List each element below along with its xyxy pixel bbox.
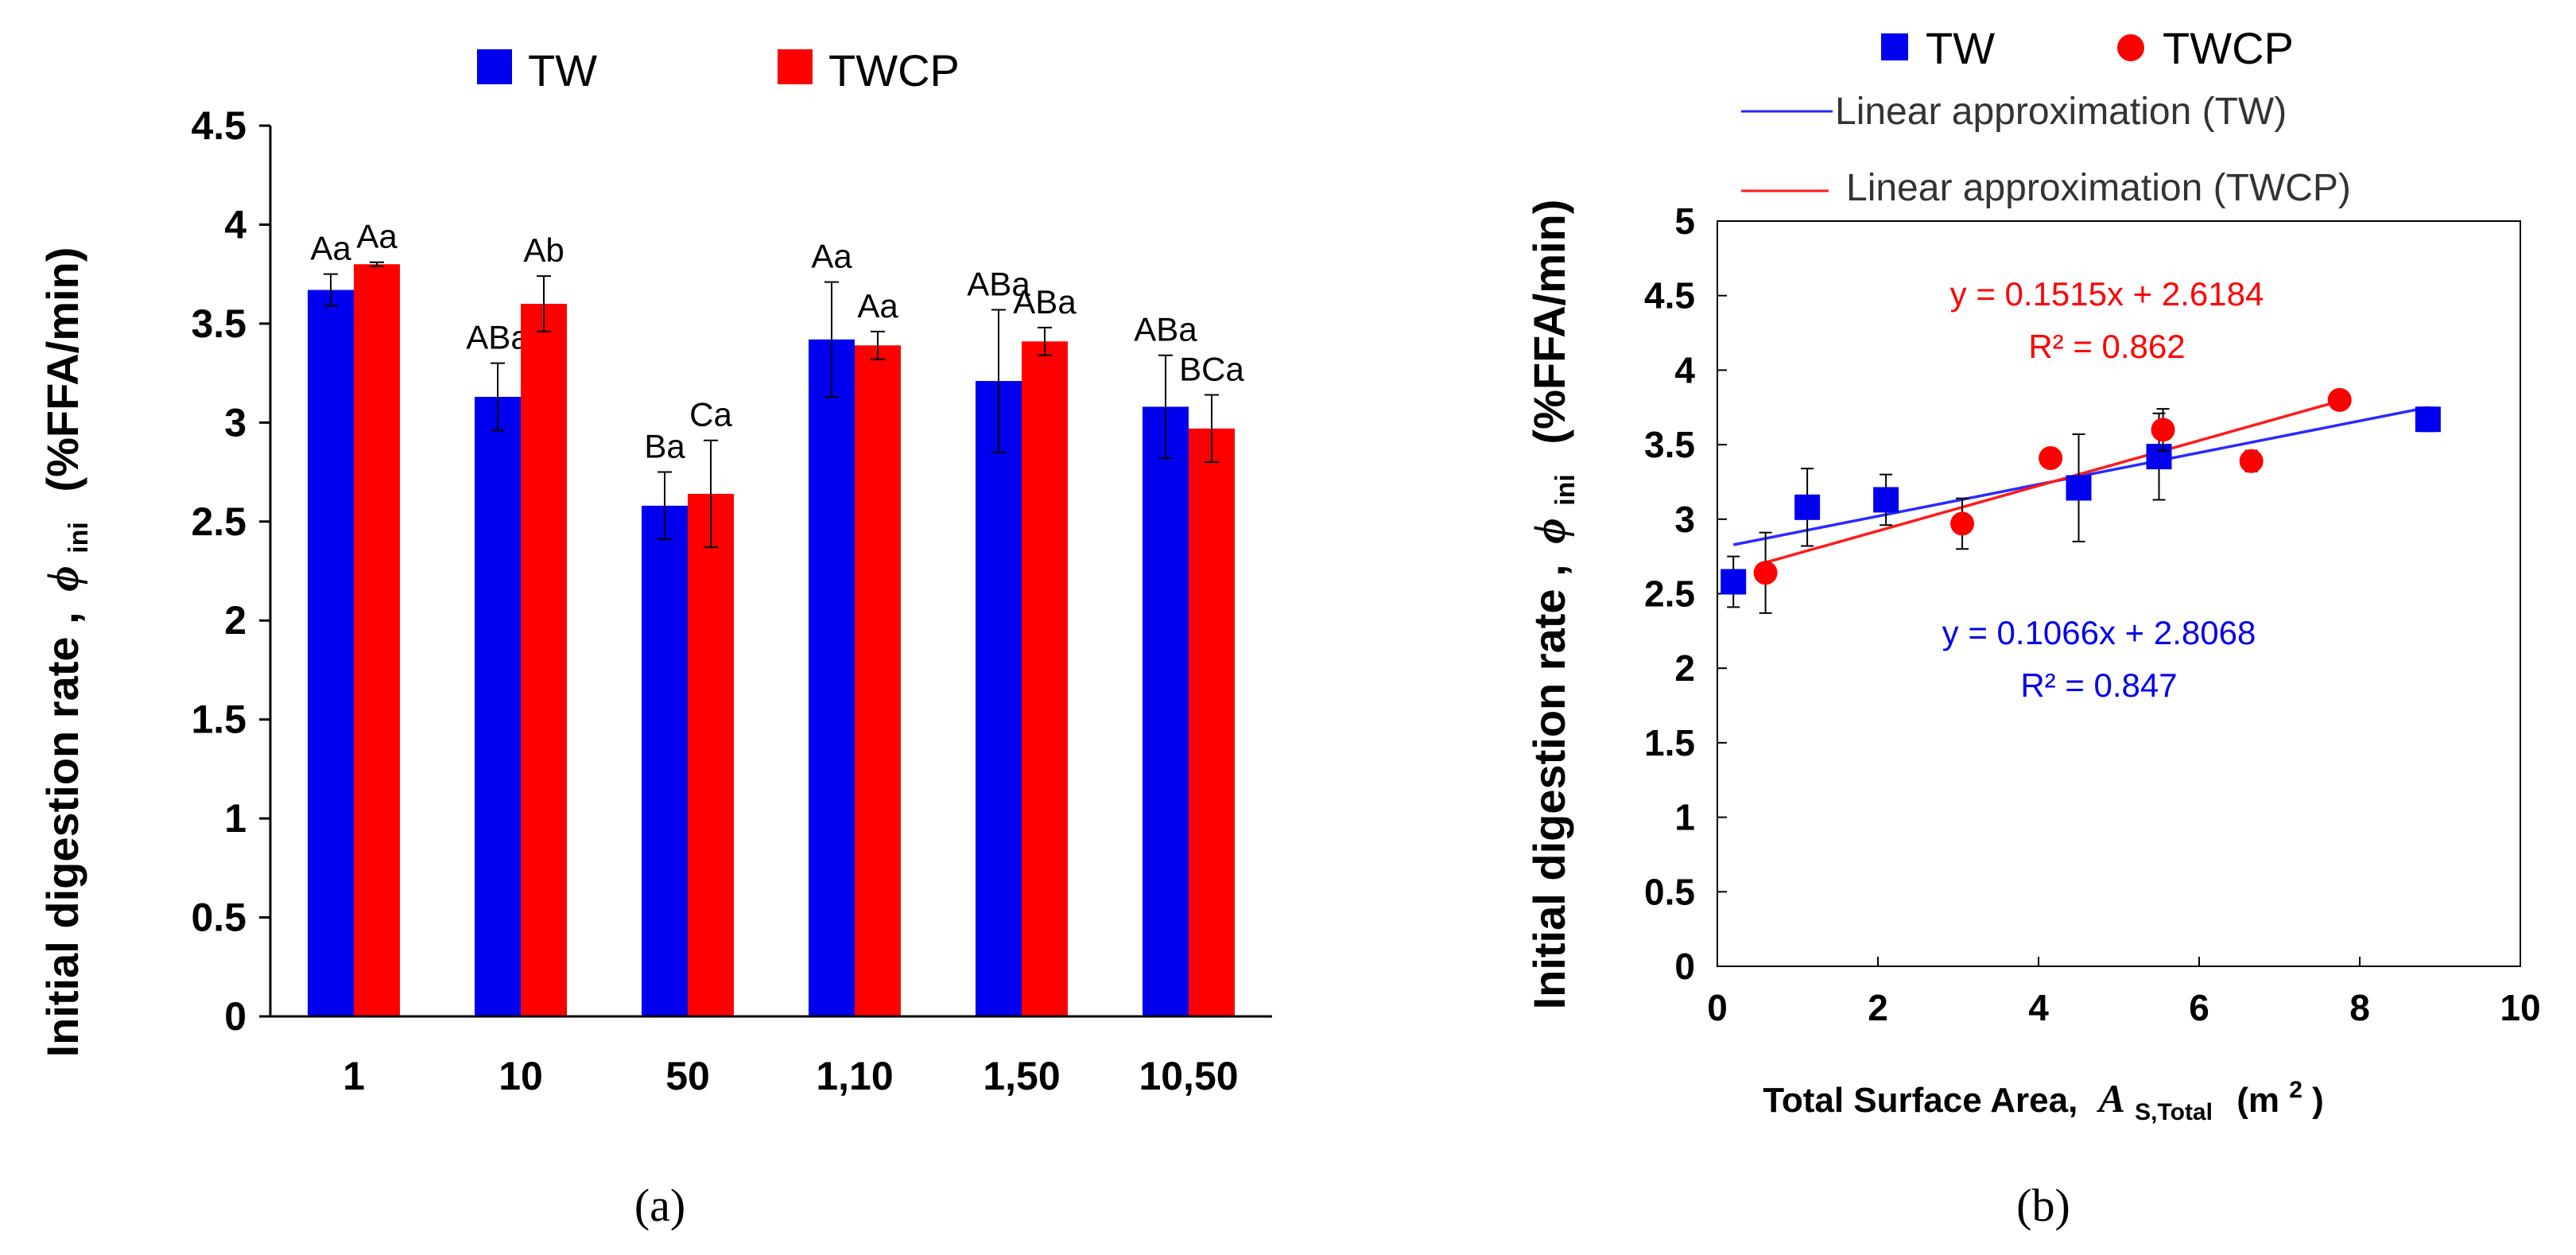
- y-tick-label: 1: [224, 796, 246, 841]
- significance-label: Aa: [857, 287, 898, 324]
- y-tick-label: 0.5: [191, 896, 246, 940]
- x-tick-label: 10: [2500, 987, 2540, 1028]
- significance-label: ABa: [466, 319, 530, 356]
- panel-label-b: (b): [2016, 1179, 2070, 1231]
- x-tick-label: 8: [2349, 987, 2370, 1028]
- legend-twcp-label: TWCP: [2163, 23, 2294, 73]
- y-axis-label: Initial digestion rate , ϕ ini (%FFA/min…: [37, 247, 97, 1058]
- point-twcp: [2327, 387, 2352, 412]
- twcp-fit-r2: R² = 0.862: [2028, 328, 2185, 365]
- legend-tw-label: TW: [1926, 23, 1995, 73]
- legend-twcp-swatch: [778, 49, 813, 84]
- legend-tw-label: TW: [528, 45, 597, 95]
- y-tick-label: 3.5: [191, 301, 246, 346]
- significance-label: Aa: [811, 238, 852, 275]
- bar-tw: [1143, 406, 1189, 1016]
- y-tick-label: 3.5: [1644, 424, 1695, 465]
- bar-twcp: [1189, 428, 1235, 1016]
- significance-label: Ba: [644, 428, 685, 465]
- significance-label: ABa: [1134, 311, 1197, 348]
- bar-twcp: [688, 493, 734, 1016]
- y-tick-label: 3: [224, 400, 246, 445]
- x-tick-label: 1,50: [983, 1054, 1060, 1098]
- x-tick-label: 10,50: [1139, 1054, 1238, 1098]
- point-twcp: [2239, 449, 2264, 473]
- point-tw: [2146, 444, 2172, 470]
- tw-fit-equation: y = 0.1066x + 2.8068: [1942, 614, 2256, 651]
- bar-chart-panel: TW TWCP Initial digestion rate , ϕ ini (…: [37, 45, 1272, 1231]
- scatter-chart-panel: TW TWCP Linear approximation (TW) Linear…: [1524, 23, 2541, 1231]
- bar-twcp: [855, 345, 901, 1016]
- y-tick-label: 1.5: [1644, 722, 1695, 763]
- y-tick-label: 2.5: [191, 499, 246, 544]
- bar-twcp: [521, 304, 567, 1016]
- significance-label: BCa: [1179, 350, 1244, 387]
- x-axis-label: Total Surface Area, A S,Total (m 2 ): [1763, 1067, 2324, 1128]
- significance-label: ABa: [1013, 283, 1077, 321]
- legend-trend-twcp-label: Linear approximation (TWCP): [1846, 167, 2351, 209]
- x-tick-label: 1,10: [816, 1054, 893, 1098]
- bar-tw: [475, 396, 521, 1016]
- y-tick-label: 1: [1674, 797, 1695, 838]
- y-tick-label: 4.5: [191, 103, 246, 148]
- bar-tw: [809, 339, 855, 1016]
- x-tick-label: 1: [343, 1054, 365, 1098]
- legend-tw-swatch: [477, 49, 512, 84]
- x-tick-label: 2: [1868, 987, 1888, 1028]
- tw-fit-r2: R² = 0.847: [2020, 666, 2177, 704]
- x-tick-label: 10: [499, 1054, 543, 1098]
- y-tick-group: 0 0.5 1 1.5 2 2.5 3 3.5 4 4.5: [191, 103, 270, 1039]
- significance-label: Aa: [310, 230, 351, 267]
- significance-label: Ca: [689, 396, 732, 433]
- bar-tw: [642, 505, 688, 1016]
- twcp-fit-equation: y = 0.1515x + 2.6184: [1950, 275, 2264, 313]
- point-twcp: [2039, 445, 2063, 470]
- point-tw: [2066, 475, 2092, 501]
- y-tick-label: 3: [1674, 499, 1695, 540]
- point-group: [1721, 387, 2441, 614]
- x-tick-label: 0: [1707, 987, 1728, 1028]
- y-tick-label: 0.5: [1644, 871, 1695, 912]
- point-tw: [1873, 487, 1899, 513]
- y-tick-label: 1.5: [191, 697, 246, 742]
- legend-twcp-marker: [2117, 34, 2144, 61]
- legend-trend-tw-label: Linear approximation (TW): [1835, 91, 2287, 133]
- significance-label: Ab: [523, 231, 564, 269]
- point-tw: [2415, 406, 2441, 433]
- bar-tw: [308, 289, 354, 1017]
- point-twcp: [1950, 511, 1975, 536]
- bar-twcp: [1022, 341, 1068, 1016]
- y-tick-label: 0: [224, 994, 246, 1039]
- y-tick-label: 2: [224, 598, 246, 643]
- point-tw: [1794, 494, 1821, 520]
- x-tick-label: 4: [2028, 987, 2049, 1028]
- tick-group: 0 0.5 1 1.5 2 2.5 3 3.5 4 4.5 5 0 2 4 6 8 10: [1644, 200, 2541, 1028]
- point-twcp: [2151, 418, 2175, 442]
- bar-twcp: [354, 264, 400, 1016]
- y-tick-label: 5: [1674, 200, 1695, 242]
- y-axis-label: Initial digestion rate , ϕ ini (%FFA/min…: [1524, 200, 1584, 1010]
- legend-tw-marker: [1881, 33, 1908, 60]
- y-tick-label: 4: [224, 202, 246, 247]
- y-tick-label: 0: [1674, 946, 1695, 987]
- point-twcp: [1753, 561, 1778, 585]
- y-tick-label: 4: [1674, 349, 1695, 390]
- trendline-twcp: [1765, 399, 2341, 564]
- y-tick-label: 2.5: [1644, 573, 1695, 615]
- significance-label: ABa: [967, 265, 1030, 302]
- x-tick-label: 50: [665, 1054, 710, 1098]
- y-tick-label: 4.5: [1644, 275, 1695, 317]
- y-tick-label: 2: [1674, 647, 1695, 689]
- legend-twcp-label: TWCP: [828, 45, 960, 95]
- significance-label: Aa: [356, 218, 398, 255]
- point-tw: [1721, 569, 1747, 595]
- bar-tw: [976, 381, 1022, 1017]
- x-tick-label: 6: [2189, 987, 2209, 1028]
- panel-label-a: (a): [634, 1179, 685, 1231]
- x-tick-group: 1 10 50 1,10 1,50 10,50: [343, 1054, 1238, 1098]
